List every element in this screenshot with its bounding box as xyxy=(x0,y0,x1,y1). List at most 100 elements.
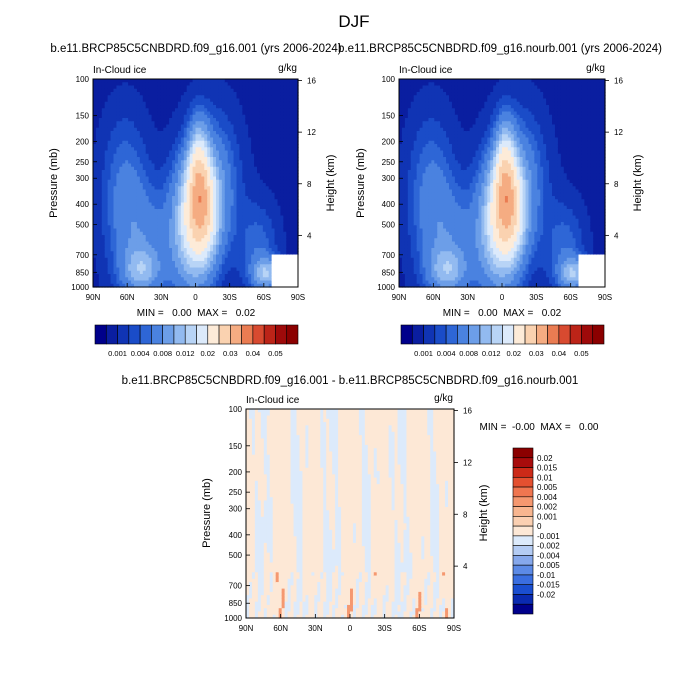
field-cell xyxy=(131,157,135,161)
field-cell xyxy=(210,244,214,249)
field-cell xyxy=(218,140,223,145)
field-cell xyxy=(145,251,150,256)
field-cell xyxy=(189,173,194,178)
field-cell xyxy=(177,257,182,262)
field-cell xyxy=(125,98,129,103)
field-cell xyxy=(177,277,182,282)
field-cell xyxy=(113,261,118,265)
field-cell xyxy=(160,147,164,152)
field-cell xyxy=(210,218,214,223)
field-cell xyxy=(204,241,208,246)
field-cell xyxy=(104,163,109,168)
field-cell xyxy=(166,157,170,161)
field-cell xyxy=(204,218,208,223)
field-cell xyxy=(122,235,126,239)
field-cell xyxy=(192,192,197,197)
field-cell xyxy=(218,88,223,93)
field-cell xyxy=(198,163,202,168)
field-cell xyxy=(139,153,144,158)
field-cell xyxy=(172,147,176,152)
field-cell xyxy=(163,192,167,197)
field-cell xyxy=(142,280,147,285)
field-cell xyxy=(110,218,115,223)
field-cell xyxy=(201,144,205,148)
field-cell xyxy=(125,170,129,174)
field-cell xyxy=(131,270,135,275)
field-cell xyxy=(166,254,170,259)
field-cell xyxy=(128,238,132,243)
field-cell xyxy=(95,92,100,96)
field-cell xyxy=(175,196,179,200)
field-cell xyxy=(189,205,194,210)
field-cell xyxy=(95,101,100,106)
field-cell xyxy=(180,215,185,220)
field-cell xyxy=(95,257,100,262)
field-cell xyxy=(145,241,150,246)
field-cell xyxy=(218,160,223,165)
field-cell xyxy=(107,92,112,96)
panel-1-ylabel: Pressure (mb) xyxy=(48,148,60,218)
field-cell xyxy=(163,79,167,83)
field-cell xyxy=(195,264,200,269)
field-cell xyxy=(175,218,179,223)
field-cell xyxy=(116,176,120,181)
field-cell xyxy=(213,215,217,220)
field-cell xyxy=(218,274,223,278)
field-cell xyxy=(189,166,194,171)
field-cell xyxy=(93,163,97,168)
field-cell xyxy=(154,153,159,158)
field-cell xyxy=(151,79,156,83)
field-cell xyxy=(207,280,211,285)
field-cell xyxy=(201,140,205,145)
field-cell xyxy=(98,98,103,103)
field-cell xyxy=(122,274,126,278)
field-cell xyxy=(101,140,106,145)
field-cell xyxy=(93,79,97,83)
field-cell xyxy=(204,196,208,200)
field-cell xyxy=(216,209,220,213)
field-cell xyxy=(207,157,211,161)
field-cell xyxy=(139,254,144,259)
field-cell xyxy=(95,186,100,191)
field-cell xyxy=(183,241,188,246)
field-cell xyxy=(166,134,170,139)
field-cell xyxy=(175,277,179,282)
field-cell xyxy=(183,92,188,96)
field-cell xyxy=(160,82,164,87)
field-cell xyxy=(128,108,132,113)
field-cell xyxy=(198,101,202,106)
field-cell xyxy=(210,261,214,265)
field-cell xyxy=(186,228,191,233)
field-cell xyxy=(198,248,202,252)
field-cell xyxy=(134,244,138,249)
field-cell xyxy=(125,228,129,233)
field-cell xyxy=(163,137,167,142)
field-cell xyxy=(131,254,135,259)
field-cell xyxy=(125,264,129,269)
field-cell xyxy=(154,196,159,200)
field-cell xyxy=(142,150,147,155)
field-cell xyxy=(204,111,208,116)
field-cell xyxy=(113,163,118,168)
field-cell xyxy=(131,225,135,230)
field-cell xyxy=(125,88,129,93)
field-cell xyxy=(95,108,100,113)
field-cell xyxy=(207,160,211,165)
field-cell xyxy=(201,248,205,252)
field-cell xyxy=(180,170,185,174)
field-cell xyxy=(101,179,106,184)
field-cell xyxy=(145,257,150,262)
field-cell xyxy=(107,277,112,282)
field-cell xyxy=(154,95,159,100)
field-cell xyxy=(157,140,161,145)
field-cell xyxy=(128,176,132,181)
field-cell xyxy=(110,231,115,236)
field-cell xyxy=(101,218,106,223)
field-cell xyxy=(186,134,191,139)
field-cell xyxy=(131,189,135,194)
field-cell xyxy=(139,189,144,194)
field-cell xyxy=(145,111,150,116)
field-cell xyxy=(151,261,156,265)
field-cell xyxy=(186,105,191,109)
field-cell xyxy=(177,118,182,122)
